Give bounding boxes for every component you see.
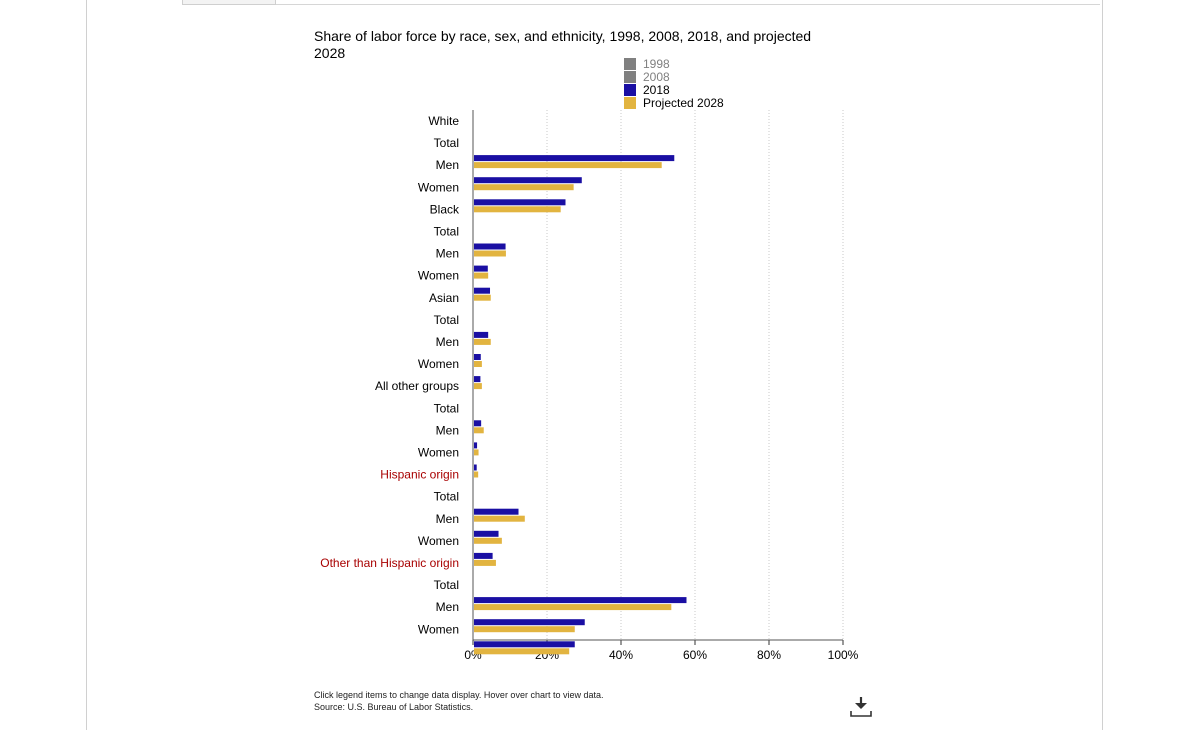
bar-2018[interactable]: Total: 8.8% [474,243,506,250]
bar-2018[interactable]: Total: 54.4% [474,155,675,162]
category-label: Women [418,534,459,548]
bar-projected-2028[interactable]: Total: 4.8% [474,338,491,345]
bar-2018[interactable]: Total: 12.3% [474,508,519,515]
category-label: Men [436,423,459,437]
bar-projected-2028[interactable]: Total: 53.6% [474,604,672,611]
x-tick-label: 60% [683,648,707,662]
category-group-label: Hispanic origin [380,468,459,482]
bar-projected-2028[interactable]: Men: 27.2% [474,184,574,191]
footer-instructions: Click legend items to change data displa… [314,690,604,700]
bar-projected-2028[interactable]: Men: 1.5% [474,449,479,456]
legend-swatch[interactable] [624,58,636,70]
bar-projected-2028[interactable]: Women: 4.8% [474,294,491,301]
x-tick-label: 40% [609,648,633,662]
legend-item-2018[interactable]: 2018 [624,83,670,97]
download-icon[interactable] [848,694,874,720]
category-group-label: White [428,114,459,128]
bar-projected-2028[interactable]: Men: 2.4% [474,361,482,367]
legend-swatch[interactable] [624,97,636,109]
bar-projected-2028[interactable]: Men: 7.8% [474,537,502,544]
bar-projected-2028[interactable]: Men: 27.5% [474,626,575,633]
category-label: Men [436,512,459,526]
bar-2018[interactable]: Men: 1.1% [474,442,478,449]
x-tick-label: 100% [828,648,859,662]
bar-projected-2028[interactable]: Total: 14% [474,515,525,522]
bar-projected-2028[interactable]: Women: 23.7% [474,206,561,213]
category-label: Total [434,225,459,239]
bar-2018[interactable]: Men: 4% [474,265,488,272]
category-label: Total [434,401,459,415]
category-label: Men [436,335,459,349]
bar-projected-2028[interactable]: Total: 51% [474,162,662,169]
category-label: Total [434,578,459,592]
bar-projected-2028[interactable]: Women: 2.4% [474,383,482,390]
category-label: Men [436,600,459,614]
category-label: Total [434,136,459,150]
category-label: Total [434,313,459,327]
x-tick-label: 80% [757,648,781,662]
category-label: Men [436,158,459,172]
footer-note: Click legend items to change data displa… [314,689,603,713]
bar-2018[interactable]: Women: 5.3% [474,552,493,559]
bar-2018[interactable]: Women: 2% [474,376,481,383]
legend-item-projected-2028[interactable]: Projected 2028 [624,96,724,110]
tab-chart[interactable] [182,0,276,5]
legend-swatch[interactable] [624,84,636,96]
bar-projected-2028[interactable]: Women: 26% [474,648,570,655]
bar-2018[interactable]: Total: 2.2% [474,420,482,427]
bar-2018[interactable]: Women: 25% [474,199,566,206]
category-group-label: All other groups [375,379,459,393]
bar-projected-2028[interactable]: Women: 1.4% [474,471,479,478]
footer-source: Source: U.S. Bureau of Labor Statistics. [314,702,474,712]
bar-2018[interactable]: Men: 29.4% [474,177,582,184]
legend-label[interactable]: 2018 [643,83,670,97]
category-group-label: Black [430,202,460,216]
bar-2018[interactable]: Total: 57.7% [474,597,687,604]
category-label: Women [418,622,459,636]
category-label: Total [434,490,459,504]
legend-label[interactable]: 2008 [643,70,670,84]
bar-2018[interactable]: Men: 2.1% [474,354,481,360]
bar-projected-2028[interactable]: Men: 4.1% [474,272,489,279]
bar-2018[interactable]: Women: 4.6% [474,287,491,294]
category-label: Women [418,180,459,194]
category-group-label: Asian [429,291,459,305]
bar-2018[interactable]: Men: 30.2% [474,619,585,626]
bar-2018[interactable]: Women: 27.5% [474,641,575,648]
legend-label[interactable]: Projected 2028 [643,96,724,110]
bar-2018[interactable]: Women: 1% [474,464,477,471]
legend-item-1998[interactable]: 1998 [624,57,670,71]
chart-title: Share of labor force by race, sex, and e… [314,28,812,61]
bar-2018[interactable]: Total: 4.1% [474,331,489,338]
category-group-label: Other than Hispanic origin [320,556,459,570]
bar-projected-2028[interactable]: Total: 8.9% [474,250,506,257]
legend-label[interactable]: 1998 [643,57,670,71]
tab-bar [182,0,1100,5]
legend-item-2008[interactable]: 2008 [624,70,670,84]
category-label: Men [436,247,459,261]
page-frame [86,0,1103,730]
category-label: Women [418,269,459,283]
legend-swatch[interactable] [624,71,636,83]
bar-projected-2028[interactable]: Total: 2.9% [474,427,484,434]
bar-2018[interactable]: Men: 6.9% [474,530,499,537]
category-label: Women [418,357,459,371]
category-label: Women [418,446,459,460]
bar-projected-2028[interactable]: Women: 6.2% [474,559,496,566]
